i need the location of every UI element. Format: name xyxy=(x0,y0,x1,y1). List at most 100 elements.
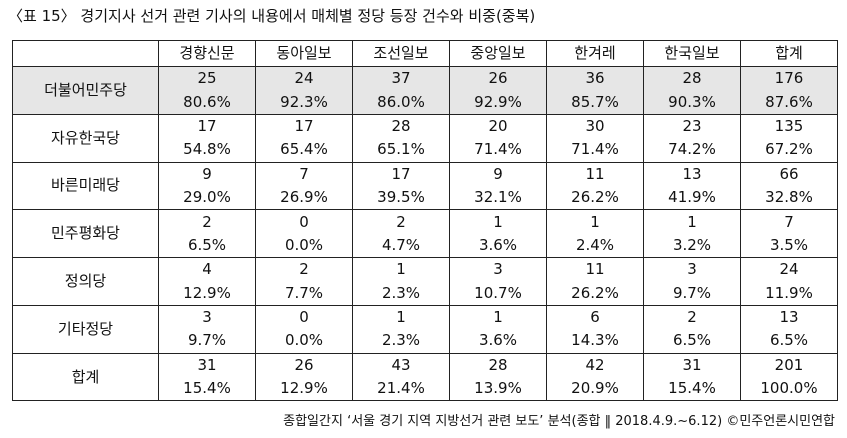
count-cell: 26 xyxy=(449,66,547,91)
party-cell: 바른미래당 xyxy=(12,161,159,211)
count-cell: 2 xyxy=(255,257,353,282)
count-cell: 28 xyxy=(643,66,741,91)
count-cell: 1 xyxy=(449,304,547,330)
percent-cell: 2.3% xyxy=(352,329,450,354)
count-cell: 11 xyxy=(546,257,644,282)
column-header: 한겨레 xyxy=(546,40,644,67)
percent-cell: 74.2% xyxy=(643,138,741,163)
percent-cell: 20.9% xyxy=(546,377,644,402)
percent-cell: 41.9% xyxy=(643,185,741,211)
count-cell: 176 xyxy=(740,66,838,91)
percent-cell: 2.4% xyxy=(546,233,644,259)
data-table: 경향신문 동아일보 조선일보 중앙일보 한겨레 한국일보 합계 더불어민주당 25 24 37 26… xyxy=(12,40,838,402)
percent-row: 15.4% 12.9% 21.4% 13.9% 20.9% 15.4% 100.0% xyxy=(13,377,838,402)
count-cell: 201 xyxy=(740,352,838,378)
count-cell: 26 xyxy=(255,352,353,378)
count-cell: 11 xyxy=(546,161,644,186)
percent-cell: 65.1% xyxy=(352,138,450,163)
count-row: 정의당 4 2 1 3 11 3 24 xyxy=(12,257,838,306)
percent-cell: 26.9% xyxy=(255,185,353,211)
count-cell: 28 xyxy=(449,352,547,378)
column-header: 중앙일보 xyxy=(449,40,547,67)
percent-cell: 3.6% xyxy=(449,329,547,354)
percent-cell: 11.9% xyxy=(740,281,838,306)
source-note: 종합일간지 ‘서울 경기 지역 지방선거 관련 보도’ 분석(종합 ‖ 2018… xyxy=(283,414,835,429)
percent-cell: 9.7% xyxy=(158,329,256,354)
percent-cell: 87.6% xyxy=(740,90,838,115)
percent-cell: 21.4% xyxy=(352,377,450,402)
percent-row: 9.7% 0.0% 2.3% 3.6% 14.3% 6.5% 6.5% xyxy=(13,329,838,354)
percent-row: 29.0% 26.9% 39.5% 32.1% 26.2% 41.9% 32.8% xyxy=(13,185,838,211)
count-cell: 23 xyxy=(643,113,741,139)
percent-row: 6.5% 0.0% 4.7% 3.6% 2.4% 3.2% 3.5% xyxy=(13,233,838,259)
percent-cell: 86.0% xyxy=(352,90,450,115)
count-cell: 36 xyxy=(546,66,644,91)
count-cell: 3 xyxy=(158,304,256,330)
percent-cell: 14.3% xyxy=(546,329,644,354)
count-row: 더불어민주당 25 24 37 26 36 28 176 xyxy=(12,66,838,115)
count-cell: 9 xyxy=(158,161,256,186)
count-row: 합계 31 26 43 28 42 31 201 xyxy=(12,352,838,402)
party-cell: 합계 xyxy=(12,352,159,402)
count-cell: 20 xyxy=(449,113,547,139)
percent-cell: 7.7% xyxy=(255,281,353,306)
percent-cell: 0.0% xyxy=(255,233,353,259)
percent-cell: 6.5% xyxy=(643,329,741,354)
percent-cell: 90.3% xyxy=(643,90,741,115)
percent-cell: 2.3% xyxy=(352,281,450,306)
party-cell: 정의당 xyxy=(12,257,159,306)
percent-cell: 26.2% xyxy=(546,281,644,306)
party-cell: 민주평화당 xyxy=(12,209,159,259)
column-header: 한국일보 xyxy=(643,40,741,67)
percent-cell: 71.4% xyxy=(449,138,547,163)
percent-cell: 32.1% xyxy=(449,185,547,211)
percent-cell: 32.8% xyxy=(740,185,838,211)
percent-cell: 100.0% xyxy=(740,377,838,402)
percent-cell: 15.4% xyxy=(158,377,256,402)
count-cell: 28 xyxy=(352,113,450,139)
count-row: 기타정당 3 0 1 1 6 2 13 xyxy=(12,304,838,354)
count-cell: 25 xyxy=(158,66,256,91)
column-header: 동아일보 xyxy=(255,40,353,67)
count-cell: 2 xyxy=(158,209,256,234)
count-cell: 13 xyxy=(740,304,838,330)
count-cell: 66 xyxy=(740,161,838,186)
count-cell: 1 xyxy=(352,257,450,282)
column-header: 합계 xyxy=(740,40,838,67)
percent-cell: 12.9% xyxy=(255,377,353,402)
percent-cell: 10.7% xyxy=(449,281,547,306)
header-row: 경향신문 동아일보 조선일보 중앙일보 한겨레 한국일보 합계 xyxy=(12,40,838,67)
count-cell: 17 xyxy=(158,113,256,139)
count-cell: 17 xyxy=(352,161,450,186)
percent-cell: 39.5% xyxy=(352,185,450,211)
count-cell: 30 xyxy=(546,113,644,139)
percent-cell: 15.4% xyxy=(643,377,741,402)
count-cell: 2 xyxy=(352,209,450,234)
party-cell: 기타정당 xyxy=(12,304,159,354)
count-row: 자유한국당 17 17 28 20 30 23 135 xyxy=(12,113,838,163)
percent-cell: 92.3% xyxy=(255,90,353,115)
percent-cell: 3.2% xyxy=(643,233,741,259)
count-row: 민주평화당 2 0 2 1 1 1 7 xyxy=(12,209,838,259)
party-cell: 자유한국당 xyxy=(12,113,159,163)
percent-cell: 0.0% xyxy=(255,329,353,354)
count-cell: 13 xyxy=(643,161,741,186)
count-cell: 135 xyxy=(740,113,838,139)
percent-cell: 3.5% xyxy=(740,233,838,259)
percent-cell: 67.2% xyxy=(740,138,838,163)
percent-cell: 54.8% xyxy=(158,138,256,163)
column-header: 조선일보 xyxy=(352,40,450,67)
percent-row: 54.8% 65.4% 65.1% 71.4% 71.4% 74.2% 67.2% xyxy=(13,138,838,163)
count-cell: 31 xyxy=(158,352,256,378)
table-title: 〈표 15〉 경기지사 선거 관련 기사의 내용에서 매체별 정당 등장 건수와… xyxy=(8,7,536,25)
count-cell: 1 xyxy=(546,209,644,234)
column-header: 경향신문 xyxy=(158,40,256,67)
corner-cell xyxy=(12,40,159,67)
percent-cell: 26.2% xyxy=(546,185,644,211)
party-cell: 더불어민주당 xyxy=(12,66,159,115)
percent-cell: 92.9% xyxy=(449,90,547,115)
count-cell: 31 xyxy=(643,352,741,378)
percent-cell: 85.7% xyxy=(546,90,644,115)
